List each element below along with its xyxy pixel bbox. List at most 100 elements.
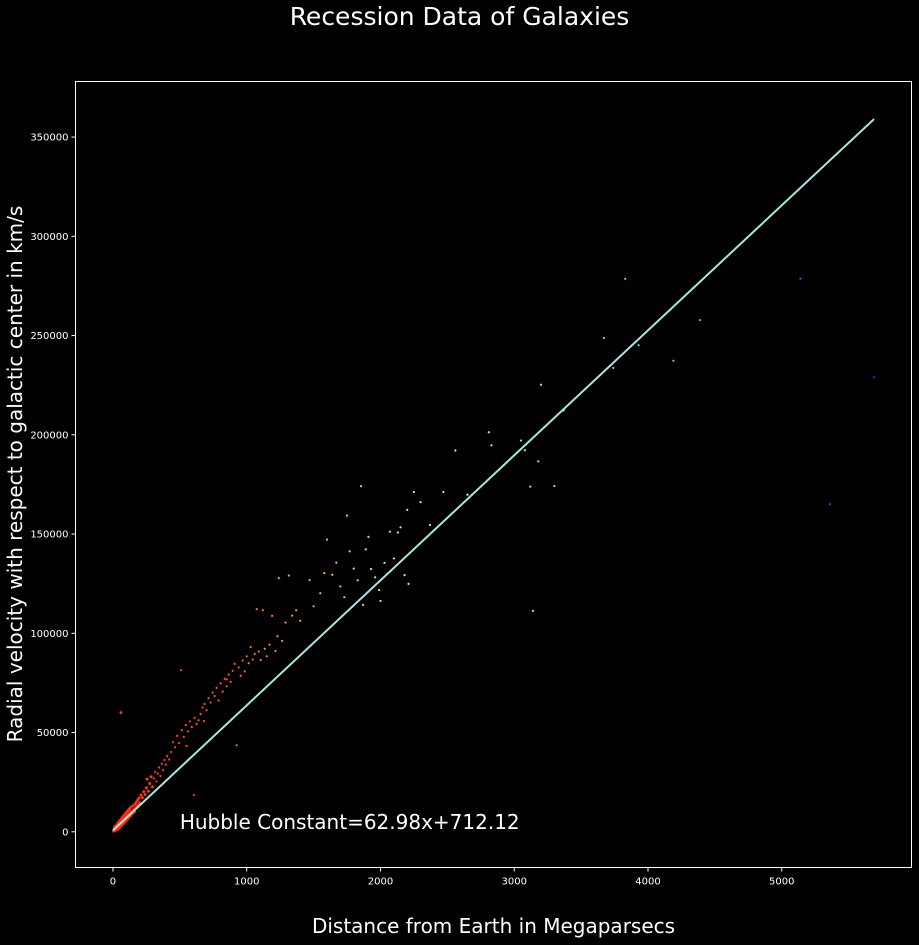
data-point <box>239 674 242 677</box>
data-point <box>345 514 349 517</box>
data-point <box>180 668 183 672</box>
data-point <box>172 741 175 744</box>
data-point <box>253 652 256 656</box>
data-point <box>180 729 183 732</box>
data-point <box>367 535 370 538</box>
data-point <box>140 796 144 800</box>
data-point <box>197 719 200 722</box>
data-point <box>146 789 150 793</box>
data-point <box>213 694 216 698</box>
data-point <box>271 614 274 617</box>
data-point <box>119 711 123 715</box>
data-point <box>184 723 187 727</box>
data-point <box>150 785 154 789</box>
data-point <box>325 538 329 541</box>
data-point <box>872 376 876 379</box>
data-point <box>205 709 208 712</box>
data-point <box>419 500 422 504</box>
x-tick-label: 2000 <box>368 877 393 888</box>
data-point <box>225 685 228 688</box>
data-point <box>361 603 365 607</box>
hubble-constant-annotation: Hubble Constant=62.98x+712.12 <box>180 810 520 834</box>
data-point <box>142 790 146 794</box>
data-point <box>158 766 161 769</box>
data-point <box>143 793 147 797</box>
data-point <box>553 484 556 488</box>
x-tick-label: 1000 <box>234 877 259 888</box>
plot-frame <box>75 81 912 868</box>
data-point <box>229 680 232 684</box>
y-tick-label: 50000 <box>37 728 69 739</box>
data-point <box>203 702 206 706</box>
data-point <box>281 639 284 642</box>
data-point <box>637 344 640 347</box>
data-point <box>265 655 268 658</box>
data-point <box>160 762 163 765</box>
y-tick-label: 100000 <box>30 629 68 640</box>
data-point <box>139 793 143 797</box>
data-point <box>261 609 264 612</box>
data-point <box>178 741 181 745</box>
data-point <box>145 777 149 781</box>
data-point <box>529 485 532 488</box>
data-point <box>672 359 675 362</box>
data-point <box>539 383 543 386</box>
data-point <box>284 621 287 624</box>
data-point <box>152 777 155 780</box>
x-tick-label: 5000 <box>769 877 794 888</box>
data-point <box>219 682 222 685</box>
data-point <box>531 609 535 612</box>
data-point <box>233 662 236 665</box>
data-point <box>185 744 188 748</box>
data-point <box>149 775 153 779</box>
data-point <box>195 722 198 726</box>
data-point <box>519 439 523 442</box>
data-point <box>144 786 148 790</box>
data-point <box>255 607 258 611</box>
chart-title: Recession Data of Galaxies <box>289 2 630 31</box>
data-point <box>442 490 445 494</box>
data-point <box>168 758 171 761</box>
data-point <box>383 561 386 564</box>
data-point <box>523 449 527 452</box>
data-point <box>227 673 230 676</box>
data-point <box>235 744 238 747</box>
data-point <box>612 366 615 370</box>
data-point <box>466 493 469 496</box>
data-point <box>312 605 315 608</box>
data-point <box>247 662 250 665</box>
data-point <box>379 599 382 603</box>
data-point <box>241 659 244 662</box>
data-point <box>268 643 271 646</box>
data-point <box>193 716 196 719</box>
data-point <box>155 780 158 783</box>
data-point <box>156 772 159 775</box>
data-point <box>251 658 254 661</box>
data-point <box>392 557 395 560</box>
data-point <box>428 523 432 527</box>
data-point <box>374 576 377 579</box>
y-ticks-layer: 0 50000 100000 150000 200000 250000 300000 3500… <box>30 133 76 838</box>
data-point <box>131 804 135 808</box>
x-axis-label: Distance from Earth in Megaparsecs <box>311 914 676 938</box>
data-point <box>356 579 359 582</box>
data-point <box>602 336 605 340</box>
data-point <box>182 735 185 738</box>
y-tick-label: 350000 <box>30 133 68 144</box>
data-point <box>277 577 280 580</box>
data-point <box>225 678 228 681</box>
data-point <box>148 782 152 786</box>
data-point <box>323 572 326 575</box>
data-point <box>295 609 298 612</box>
data-point <box>217 699 220 702</box>
data-point <box>537 460 540 463</box>
data-point <box>308 578 311 582</box>
data-point <box>274 649 277 653</box>
data-point <box>170 750 173 754</box>
data-point <box>388 530 391 533</box>
y-tick-label: 0 <box>62 827 68 838</box>
data-point <box>335 561 338 564</box>
data-point <box>378 588 381 592</box>
data-point <box>259 658 262 662</box>
